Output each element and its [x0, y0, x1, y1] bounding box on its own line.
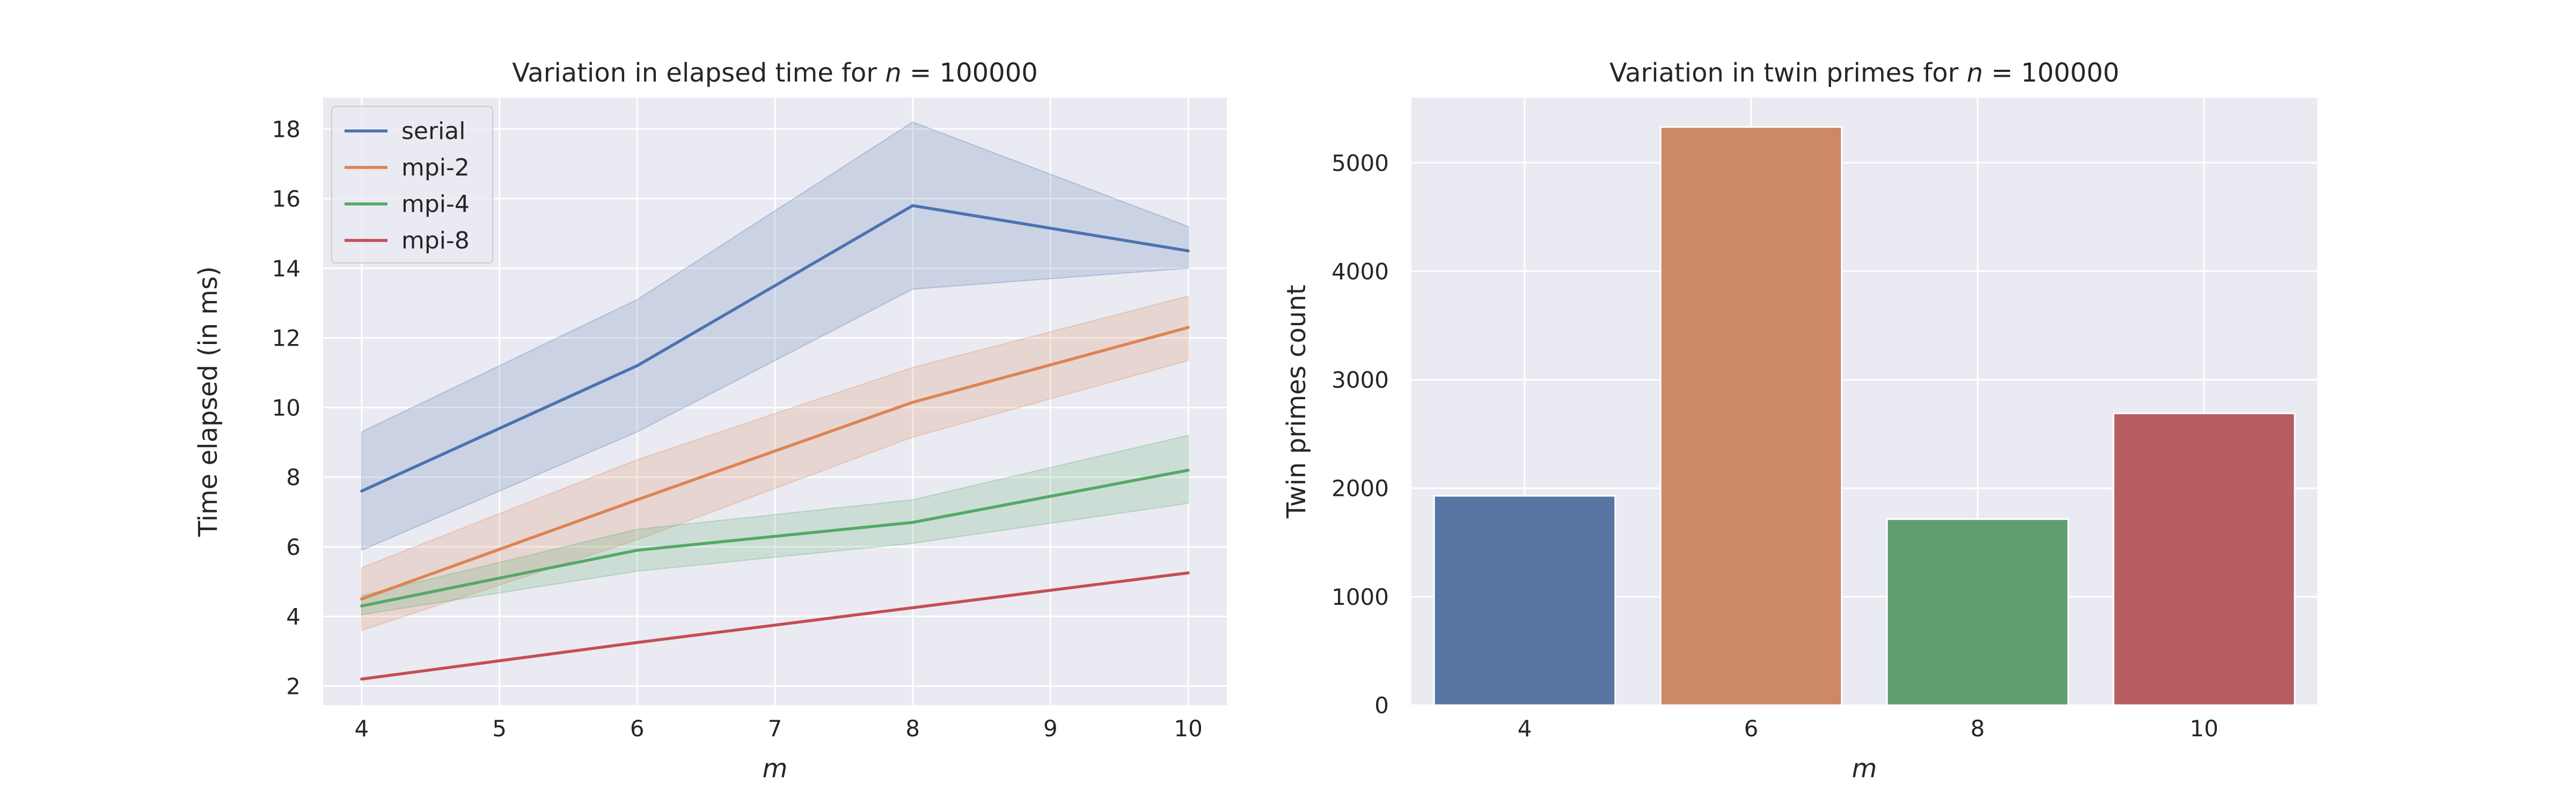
bar-m-4: [1433, 495, 1616, 706]
bar-m-10: [2112, 412, 2296, 706]
y-tick-label: 12: [272, 325, 301, 352]
y-tick-label: 0: [1374, 692, 1389, 719]
x-tick-label: 10: [2190, 715, 2218, 742]
series-line-mpi-8: [360, 571, 1190, 681]
twin-primes-chart: 0 1000 2000 3000 4000 5000 4 6 8 10 Variation in t…: [1282, 58, 2317, 784]
chart2-title-var: n: [1967, 58, 1983, 88]
y-tick-label: 2000: [1331, 475, 1389, 502]
x-tick-label: 8: [1971, 715, 1985, 742]
chart1-title-prefix: Variation in elapsed time for: [512, 58, 885, 88]
bar-m-8: [1886, 518, 2069, 706]
legend-label-mpi-4: mpi-4: [401, 191, 470, 218]
y-tick-label: 14: [272, 255, 301, 282]
legend: serial mpi-2 mpi-4 mpi-8: [331, 106, 493, 264]
x-tick-label: 7: [768, 715, 782, 742]
ci-band-serial: [361, 121, 1189, 551]
x-tick-label: 10: [1174, 715, 1202, 742]
chart2-x-axis-label: m: [1852, 753, 1877, 784]
y-tick-label: 5000: [1331, 150, 1389, 176]
x-tick-label: 4: [355, 715, 369, 742]
y-tick-label: 18: [272, 116, 301, 142]
series-line-serial: [360, 204, 1190, 493]
y-tick-label: 4000: [1331, 258, 1389, 284]
x-tick-label: 5: [492, 715, 507, 742]
chart2-title-prefix: Variation in twin primes for: [1609, 58, 1967, 88]
chart2-y-axis-label: Twin primes count: [1282, 284, 1312, 518]
chart1-title-suffix: = 100000: [902, 58, 1038, 88]
chart2-title-suffix: = 100000: [1983, 58, 2119, 88]
elapsed-time-chart: 4 5 6 7 8 9 10 2 4 6 8 10 12 14 16 18 serial mpi-2 mpi-4 mp…: [193, 58, 1227, 784]
bar-m-6: [1659, 126, 1843, 706]
legend-box: [331, 106, 493, 264]
x-tick-label: 4: [1518, 715, 1532, 742]
legend-label-mpi-2: mpi-2: [401, 154, 470, 181]
ci-band-mpi-2: [361, 295, 1189, 631]
x-tick-label: 9: [1043, 715, 1058, 742]
chart2-title: Variation in twin primes for n = 100000: [1609, 58, 2119, 88]
y-tick-label: 3000: [1331, 367, 1389, 393]
y-tick-label: 1000: [1331, 584, 1389, 610]
x-tick-label: 6: [630, 715, 645, 742]
chart1-y-axis-label: Time elapsed (in ms): [193, 266, 223, 537]
chart1-title: Variation in elapsed time for n = 100000: [512, 58, 1038, 88]
y-tick-label: 6: [286, 534, 301, 560]
series-line-mpi-2: [360, 326, 1190, 601]
y-tick-label: 8: [286, 464, 301, 491]
chart1-x-axis-label: m: [763, 753, 788, 784]
series-line-mpi-4: [360, 469, 1190, 608]
legend-label-mpi-8: mpi-8: [401, 227, 470, 254]
legend-label-serial: serial: [401, 118, 466, 145]
ci-band-mpi-4: [361, 434, 1189, 616]
y-tick-label: 2: [286, 673, 301, 699]
x-tick-label: 6: [1744, 715, 1759, 742]
x-tick-label: 8: [905, 715, 920, 742]
y-tick-label: 4: [286, 604, 301, 630]
y-tick-label: 10: [272, 394, 301, 421]
chart1-title-var: n: [885, 58, 901, 88]
y-tick-label: 16: [272, 186, 301, 212]
